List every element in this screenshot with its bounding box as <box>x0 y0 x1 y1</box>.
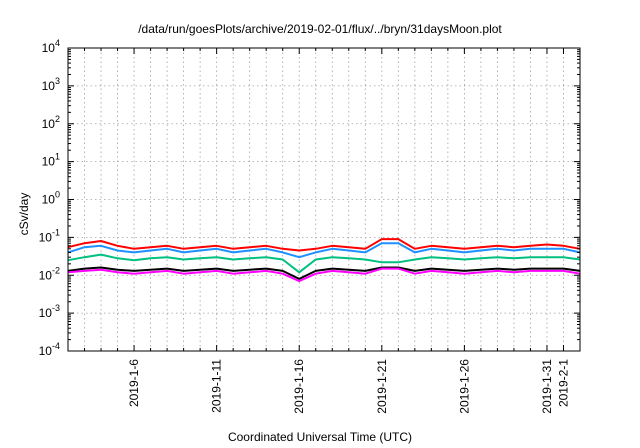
x-axis-label: Coordinated Universal Time (UTC) <box>227 430 413 444</box>
y-tick-label: 103 <box>42 76 60 93</box>
x-tick-label: 2019-1-26 <box>457 359 471 414</box>
x-tick-label: 2019-2-1 <box>556 359 570 407</box>
series-lines <box>67 238 581 283</box>
x-tick-label: 2019-1-16 <box>292 359 306 414</box>
x-tick-label: 2019-1-11 <box>210 359 224 413</box>
y-tick-label: 10-4 <box>39 341 60 358</box>
y-tick-label: 10-3 <box>39 303 60 320</box>
series-line-4 <box>67 266 581 280</box>
x-tick-label: 2019-1-31 <box>540 359 554 414</box>
y-tick-label: 100 <box>42 190 60 207</box>
series-line-1 <box>67 238 581 252</box>
y-tick-label: 101 <box>42 152 60 169</box>
series-line-2 <box>67 242 581 259</box>
grid <box>68 47 580 352</box>
y-tick-label: 10-2 <box>39 265 60 282</box>
x-tick-label: 2019-1-21 <box>375 359 389 414</box>
y-tick-label: 102 <box>42 114 60 131</box>
axis-ticks: 10-4 10-3 10-2 10-1 100 101 102 103 104 2019-1-6 2… <box>39 38 580 414</box>
y-tick-label: 104 <box>42 38 60 55</box>
series-line-5 <box>67 267 581 283</box>
chart-title: /data/run/goesPlots/archive/2019-02-01/f… <box>138 22 502 36</box>
series-line-3 <box>67 253 581 274</box>
y-tick-label: 10-1 <box>39 227 60 244</box>
x-tick-label: 2019-1-6 <box>127 359 141 407</box>
